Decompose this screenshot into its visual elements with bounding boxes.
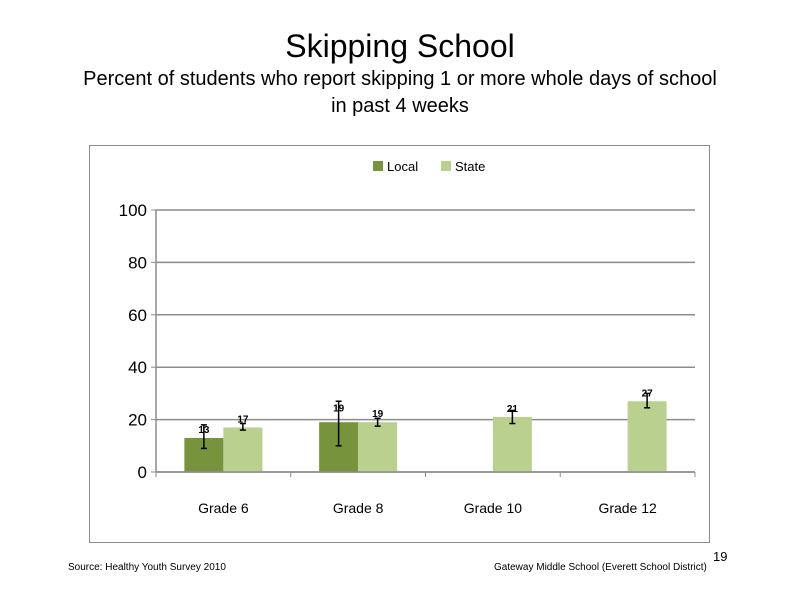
bar-state [223,427,263,472]
data-label: 17 [237,414,249,425]
chart-subtitle: Percent of students who report skipping … [83,68,717,117]
y-tick-label: 60 [128,306,147,325]
legend-swatch-state [441,161,451,171]
y-tick-label: 40 [128,358,147,377]
data-label: 27 [642,388,654,399]
bar-state [492,416,532,472]
y-tick-label: 0 [138,463,147,482]
legend-swatch-local [373,161,383,171]
bar-state [358,422,398,472]
data-label: 19 [372,409,384,420]
x-tick-label: Grade 10 [464,500,523,516]
y-tick-label: 20 [128,411,147,430]
y-tick-label: 80 [128,253,147,272]
legend-label-state: State [455,159,485,174]
y-tick-label: 100 [119,201,147,220]
source-note: Source: Healthy Youth Survey 2010 [68,562,226,573]
legend-label-local: Local [387,159,418,174]
x-tick-label: Grade 12 [598,500,657,516]
x-tick-label: Grade 6 [198,500,249,516]
page-number: 19 [713,549,728,564]
data-label: 19 [333,403,345,414]
bar-state [627,401,667,472]
school-note: Gateway Middle School (Everett School Di… [494,562,707,573]
data-label: 21 [507,404,519,415]
data-label: 13 [198,425,210,436]
chart-title: Skipping School [285,28,515,64]
chart-frame [89,145,710,543]
x-tick-label: Grade 8 [333,500,384,516]
